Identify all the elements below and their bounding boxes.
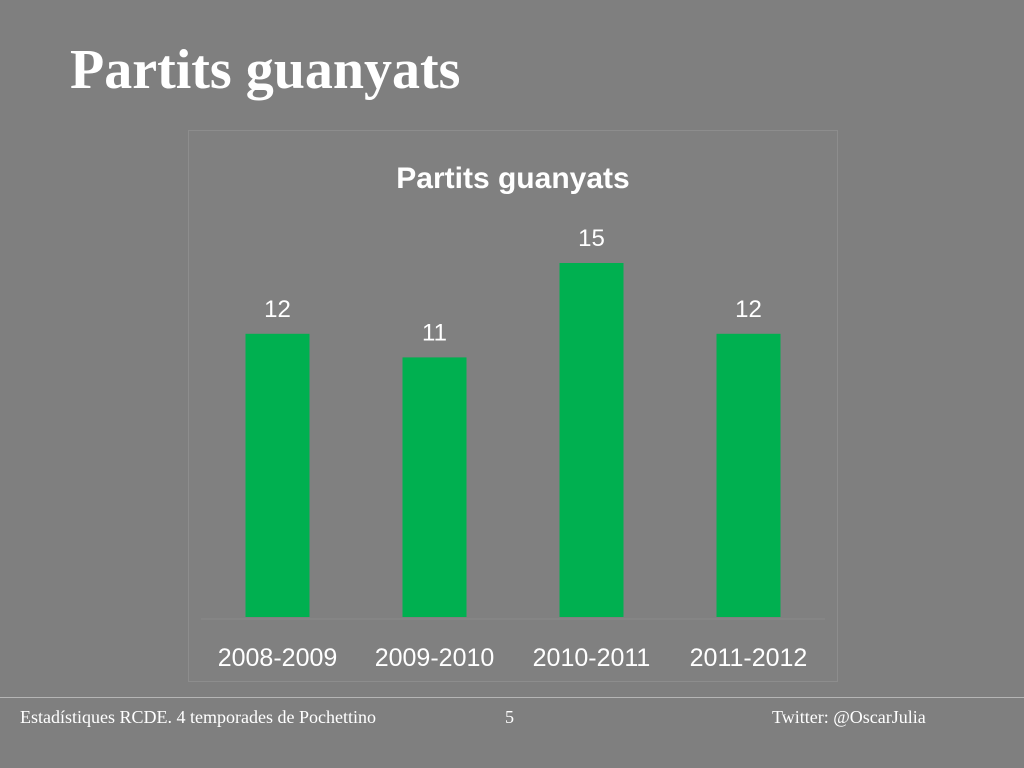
bar-2011-2012 [716,333,781,617]
bars-layer [245,263,781,617]
x-tick-label-2010-2011: 2010-2011 [533,644,651,672]
x-tick-label-2008-2009: 2008-2009 [218,644,338,672]
bar-2009-2010 [402,357,467,617]
footer-caption: Estadístiques RCDE. 4 temporades de Poch… [20,707,376,727]
bar-2008-2009 [245,333,310,617]
data-label-2010-2011: 15 [578,225,605,252]
page-number: 5 [505,707,514,727]
footer-twitter: Twitter: @OscarJulia [772,707,926,727]
data-label-2011-2012: 12 [735,296,762,323]
data-label-2008-2009: 12 [264,296,291,323]
chart-title: Partits guanyats [396,162,629,195]
slide-title: Partits guanyats [70,39,461,101]
data-labels-layer: 12 11 15 12 [264,225,762,346]
data-label-2009-2010: 11 [422,319,447,346]
x-tick-label-2009-2010: 2009-2010 [375,644,495,672]
bar-chart: Partits guanyats 12 11 15 12 2008-2009 2009-… [201,162,825,672]
bar-2010-2011 [559,263,624,617]
chart-area: Partits guanyats 12 11 15 12 2008-2009 2009-… [188,130,838,682]
category-axis: 2008-2009 2009-2010 2010-2011 2011-2012 [218,644,808,672]
x-tick-label-2011-2012: 2011-2012 [690,644,808,672]
footer-divider [0,697,1024,698]
